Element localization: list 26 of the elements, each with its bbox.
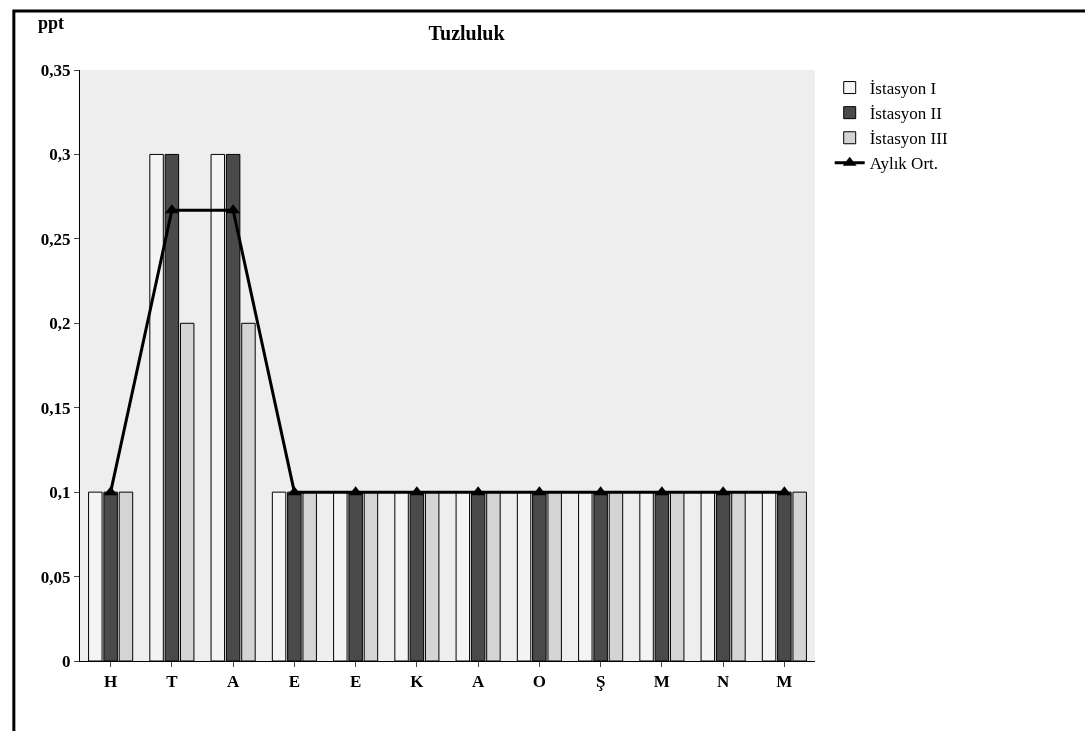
legend-label: İstasyon I — [869, 79, 937, 99]
y-tick-label: 0,05 — [40, 567, 71, 587]
y-tick-label: 0,1 — [49, 483, 71, 503]
x-tick-label: T — [166, 672, 179, 692]
x-tick-label: M — [776, 672, 793, 692]
x-tick-label: K — [410, 672, 425, 692]
x-tick-label: N — [716, 672, 730, 692]
x-tick-label: Ş — [595, 672, 606, 692]
chart-title: Tuzluluk — [428, 21, 506, 44]
legend-label: İstasyon II — [869, 104, 943, 124]
x-tick-label: A — [471, 672, 485, 692]
legend-label: Aylık Ort. — [869, 154, 939, 174]
x-tick-label: A — [226, 672, 240, 692]
x-tick-label: E — [288, 672, 301, 692]
y-tick-label: 0,2 — [49, 314, 71, 334]
y-tick-label: 0,25 — [40, 229, 71, 249]
y-tick-label: 0,3 — [49, 145, 71, 165]
y-tick-label: 0,35 — [40, 60, 71, 80]
x-tick-label: O — [532, 672, 546, 692]
legend-label: İstasyon III — [869, 129, 948, 149]
x-tick-label: M — [653, 672, 670, 692]
y-tick-label: 0 — [62, 651, 71, 671]
y-axis-title: ppt — [38, 13, 65, 33]
x-tick-label: E — [349, 672, 362, 692]
x-tick-label: H — [104, 672, 118, 692]
y-tick-label: 0,15 — [40, 398, 71, 418]
